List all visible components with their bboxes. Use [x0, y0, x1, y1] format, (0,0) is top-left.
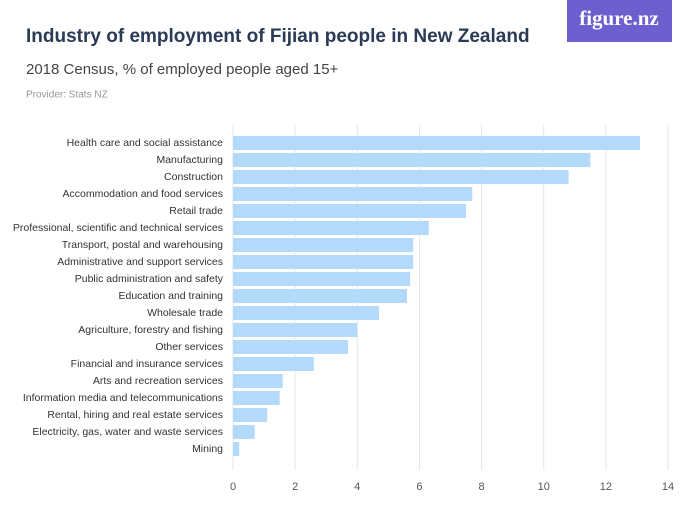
y-tick-label: Wholesale trade [147, 307, 223, 319]
bar [233, 221, 429, 235]
y-tick-label: Professional, scientific and technical s… [13, 222, 223, 234]
bar [233, 238, 414, 252]
bar [233, 187, 473, 201]
y-tick-label: Mining [192, 443, 223, 455]
bar [233, 306, 380, 320]
bar [233, 289, 407, 303]
logo-box [567, 0, 672, 42]
x-tick-label: 10 [538, 481, 550, 493]
y-tick-label: Financial and insurance services [71, 358, 223, 370]
y-tick-label: Retail trade [169, 205, 223, 217]
y-tick-label: Manufacturing [156, 154, 223, 166]
x-tick-label: 8 [479, 481, 485, 493]
y-tick-label: Arts and recreation services [93, 375, 223, 387]
y-tick-label: Education and training [119, 290, 224, 302]
bar [233, 357, 314, 371]
bar [233, 374, 283, 388]
y-tick-label: Electricity, gas, water and waste servic… [32, 426, 223, 438]
bar [233, 153, 591, 167]
y-tick-label: Other services [155, 341, 223, 353]
x-tick-label: 4 [354, 481, 360, 493]
x-tick-label: 12 [600, 481, 612, 493]
y-tick-label: Agriculture, forestry and fishing [78, 324, 223, 336]
bar [233, 425, 255, 439]
x-tick-label: 0 [230, 481, 236, 493]
x-tick-label: 2 [292, 481, 298, 493]
y-tick-label: Transport, postal and warehousing [62, 239, 223, 251]
x-tick-label: 14 [662, 481, 674, 493]
x-tick-label: 6 [416, 481, 422, 493]
y-tick-label: Construction [164, 171, 223, 183]
bar [233, 204, 467, 218]
bar [233, 170, 569, 184]
chart-title: Industry of employment of Fijian people … [26, 26, 530, 47]
y-tick-label: Public administration and safety [75, 273, 224, 285]
source: Provider: Stats NZ [26, 90, 108, 101]
y-tick-label: Rental, hiring and real estate services [47, 409, 223, 421]
bar [233, 442, 240, 456]
bar [233, 340, 348, 354]
chart-subtitle: 2018 Census, % of employed people aged 1… [26, 61, 339, 78]
bar [233, 323, 358, 337]
y-tick-label: Health care and social assistance [67, 137, 224, 149]
logo: figure.nz [579, 6, 659, 30]
y-tick-label: Information media and telecommunications [23, 392, 223, 404]
bar [233, 255, 414, 269]
bar [233, 136, 641, 150]
y-tick-label: Accommodation and food services [63, 188, 224, 200]
y-tick-label: Administrative and support services [57, 256, 223, 268]
bar [233, 408, 268, 422]
bar [233, 391, 280, 405]
bar [233, 272, 411, 286]
